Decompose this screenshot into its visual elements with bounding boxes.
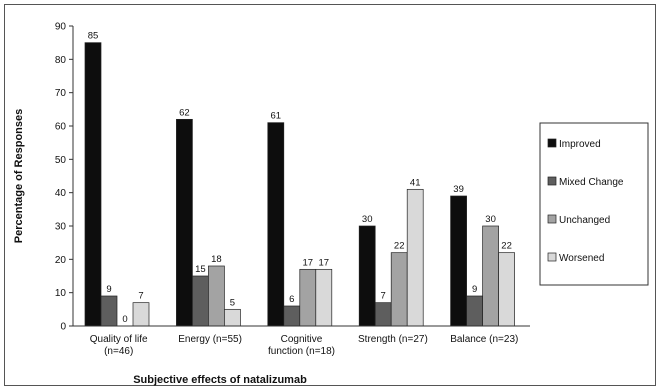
legend: Improved Mixed Change Unchanged Worsened xyxy=(539,122,649,286)
legend-swatch xyxy=(547,138,557,148)
bar-unchanged xyxy=(390,252,408,327)
category-label: Cognitive xyxy=(281,334,323,345)
bar-worsened xyxy=(224,308,241,327)
legend-swatch xyxy=(547,176,557,186)
data-label: 7 xyxy=(381,291,386,302)
data-label: 61 xyxy=(271,111,282,122)
y-tick-label: 20 xyxy=(55,255,67,266)
category-label: (n=46) xyxy=(104,346,133,357)
bar-improved xyxy=(176,118,193,327)
bar-mixed-change xyxy=(374,302,392,327)
y-axis-ticks: 0 10 20 30 40 50 60 70 80 90 xyxy=(55,22,73,333)
data-label: 30 xyxy=(362,214,373,225)
x-axis-title: Subjective effects of natalizumab xyxy=(133,374,307,386)
bar-unchanged xyxy=(208,265,225,327)
data-label: 9 xyxy=(106,284,111,295)
bars xyxy=(84,42,515,327)
category-labels: Quality of life(n=46) Energy (n=55) Cognit… xyxy=(90,334,519,357)
data-label: 9 xyxy=(472,284,477,295)
legend-label: Unchanged xyxy=(559,215,610,226)
y-tick-label: 40 xyxy=(55,188,67,199)
bar-worsened xyxy=(315,268,333,327)
bar-improved xyxy=(450,195,467,327)
data-label: 30 xyxy=(485,214,496,225)
y-tick-label: 30 xyxy=(55,222,67,233)
data-label: 62 xyxy=(179,107,190,118)
bar-mixed-change xyxy=(192,275,209,327)
data-label: 17 xyxy=(303,257,314,268)
data-label: 7 xyxy=(138,291,143,302)
data-label: 0 xyxy=(122,314,127,325)
data-label: 41 xyxy=(410,177,421,188)
category-label: function (n=18) xyxy=(268,346,335,357)
bar-worsened xyxy=(406,188,424,327)
y-tick-label: 0 xyxy=(60,322,66,333)
category-label: Strength (n=27) xyxy=(358,334,428,345)
data-label: 15 xyxy=(195,264,206,275)
data-label: 5 xyxy=(230,297,235,308)
bar-improved xyxy=(84,42,102,327)
category-label: Quality of life xyxy=(90,334,148,345)
bar-mixed-change xyxy=(466,295,483,327)
y-tick-label: 70 xyxy=(55,88,67,99)
data-label: 6 xyxy=(289,294,294,305)
bar-mixed-change xyxy=(100,295,118,327)
data-label: 85 xyxy=(88,31,99,42)
bar-improved xyxy=(358,225,376,327)
y-tick-label: 60 xyxy=(55,122,67,133)
data-labels: 85 9 0 7 62 15 18 5 61 6 17 17 30 7 22 41 39 9 30 22 xyxy=(88,31,512,325)
y-tick-label: 50 xyxy=(55,155,67,166)
data-label: 22 xyxy=(394,241,405,252)
y-tick-label: 90 xyxy=(55,22,67,33)
y-axis-title: Percentage of Responses xyxy=(13,109,25,244)
legend-swatch xyxy=(547,214,557,224)
legend-box xyxy=(539,122,649,286)
category-label: Energy (n=55) xyxy=(178,334,242,345)
bar-worsened xyxy=(132,302,150,327)
category-label: Balance (n=23) xyxy=(450,334,518,345)
bar-unchanged xyxy=(299,268,317,327)
data-label: 39 xyxy=(453,184,464,195)
bar-worsened xyxy=(498,252,515,327)
legend-swatch xyxy=(547,252,557,262)
legend-label: Mixed Change xyxy=(559,177,624,188)
legend-label: Improved xyxy=(559,139,601,150)
data-label: 22 xyxy=(501,241,512,252)
bar-improved xyxy=(267,122,285,327)
data-label: 18 xyxy=(211,254,222,265)
y-tick-label: 80 xyxy=(55,55,67,66)
data-label: 17 xyxy=(319,257,330,268)
bar-unchanged xyxy=(482,225,499,327)
bar-mixed-change xyxy=(283,305,301,327)
y-tick-label: 10 xyxy=(55,288,67,299)
legend-label: Worsened xyxy=(559,253,604,264)
